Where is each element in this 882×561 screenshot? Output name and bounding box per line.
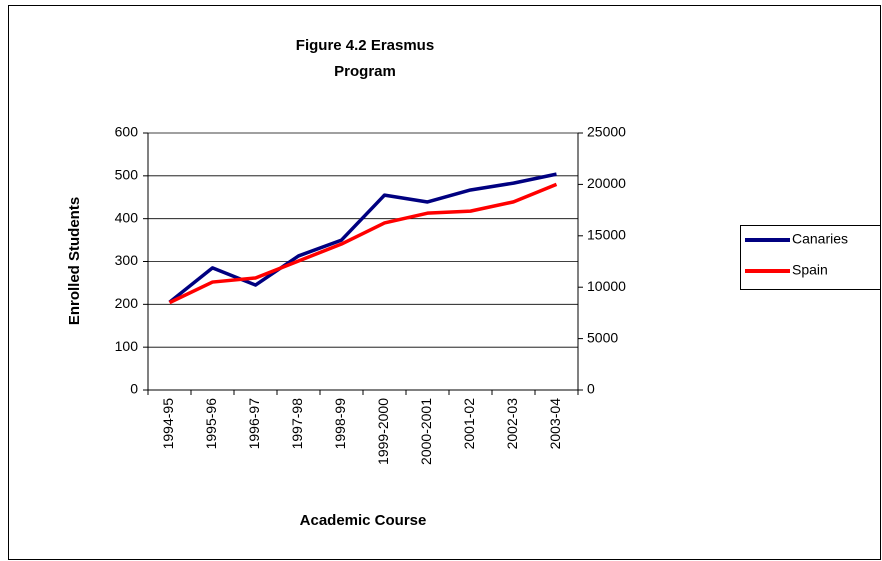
x-tick-label: 2002-03 — [504, 398, 520, 450]
x-tick-label: 1994-95 — [160, 398, 176, 450]
y-tick-label: 100 — [115, 338, 139, 354]
x-tick-label: 1997-98 — [289, 398, 305, 450]
y-tick-label: 500 — [115, 167, 139, 183]
y-tick-label: 600 — [115, 124, 139, 140]
x-tick-label: 2000-2001 — [418, 398, 434, 465]
y2-tick-label: 15000 — [587, 227, 626, 243]
legend-label: Spain — [792, 262, 828, 278]
x-axis-label: Academic Course — [300, 512, 427, 529]
x-tick-label: 1995-96 — [203, 398, 219, 450]
chart-frame — [8, 5, 881, 560]
x-tick-label: 1999-2000 — [375, 398, 391, 465]
y-tick-label: 300 — [115, 252, 139, 268]
y2-tick-label: 10000 — [587, 278, 626, 294]
x-tick-label: 2003-04 — [547, 398, 563, 450]
series-line — [168, 172, 557, 304]
x-tick-label: 2001-02 — [461, 398, 477, 450]
y2-tick-label: 20000 — [587, 175, 626, 191]
y2-tick-label: 0 — [587, 381, 595, 397]
y2-tick-label: 5000 — [587, 329, 618, 345]
legend-box — [740, 225, 881, 290]
series-line — [168, 182, 558, 305]
chart-title: Program — [334, 63, 396, 80]
x-tick-label: 1998-99 — [332, 398, 348, 450]
y-axis-label: Enrolled Students — [66, 197, 83, 325]
y2-tick-label: 25000 — [587, 124, 626, 140]
x-tick-label: 1996-97 — [246, 398, 262, 450]
legend-label: Canaries — [792, 231, 848, 247]
y-tick-label: 400 — [115, 209, 139, 225]
chart-title: Figure 4.2 Erasmus — [296, 37, 434, 54]
y-tick-label: 0 — [130, 381, 138, 397]
y-tick-label: 200 — [115, 295, 139, 311]
